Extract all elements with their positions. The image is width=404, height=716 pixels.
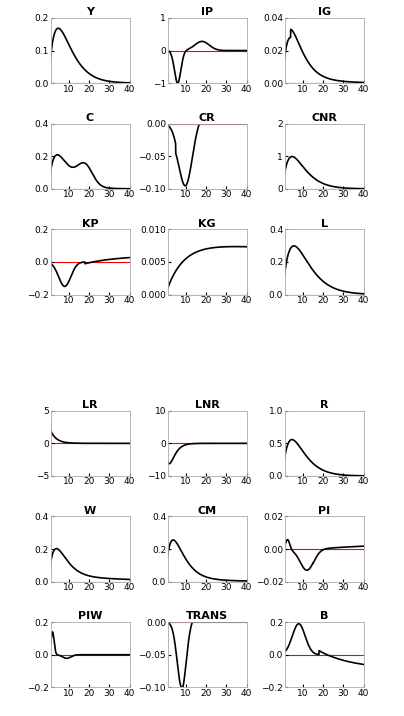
Title: TRANS: TRANS: [186, 611, 228, 621]
Title: KP: KP: [82, 218, 98, 228]
Title: C: C: [86, 113, 94, 123]
Title: LNR: LNR: [195, 400, 219, 410]
Title: L: L: [320, 218, 328, 228]
Title: CNR: CNR: [311, 113, 337, 123]
Title: R: R: [320, 400, 328, 410]
Title: W: W: [84, 505, 96, 516]
Title: Y: Y: [86, 7, 94, 17]
Title: KG: KG: [198, 218, 216, 228]
Title: LR: LR: [82, 400, 98, 410]
Title: PI: PI: [318, 505, 330, 516]
Title: CM: CM: [198, 505, 217, 516]
Title: IP: IP: [201, 7, 213, 17]
Title: IG: IG: [318, 7, 330, 17]
Title: PIW: PIW: [78, 611, 102, 621]
Title: CR: CR: [199, 113, 215, 123]
Title: B: B: [320, 611, 328, 621]
